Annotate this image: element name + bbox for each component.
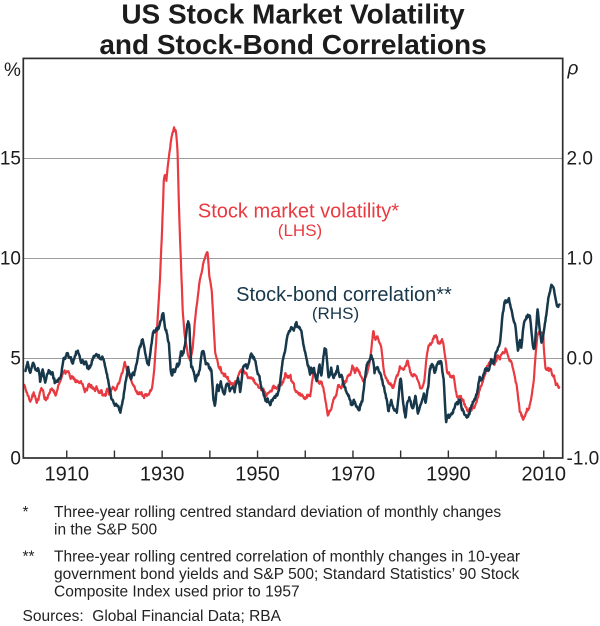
svg-text:2.0: 2.0	[567, 149, 593, 170]
svg-text:(RHS): (RHS)	[312, 304, 359, 323]
svg-text:5: 5	[10, 349, 21, 370]
svg-text:10: 10	[0, 249, 21, 270]
svg-text:-1.0: -1.0	[567, 449, 600, 470]
svg-text:US Stock Market Volatility: US Stock Market Volatility	[121, 0, 465, 30]
svg-text:Sources: Global Financial Dat: Sources: Global Financial Data; RBA	[23, 608, 282, 625]
svg-text:1950: 1950	[235, 464, 280, 486]
svg-text:1.0: 1.0	[567, 249, 593, 270]
svg-text:Stock market volatility*: Stock market volatility*	[198, 201, 399, 223]
svg-text:**: **	[23, 549, 35, 566]
svg-text:0: 0	[10, 449, 21, 470]
svg-text:0.0: 0.0	[567, 349, 593, 370]
svg-text:Stock-bond correlation**: Stock-bond correlation**	[236, 284, 452, 306]
svg-text:and Stock-Bond Correlations: and Stock-Bond Correlations	[99, 29, 486, 60]
svg-text:ρ: ρ	[567, 59, 579, 80]
svg-text:Three-year rolling centred cor: Three-year rolling centred correlation o…	[54, 549, 520, 566]
svg-text:1910: 1910	[45, 464, 90, 486]
svg-text:Composite Index used prior to: Composite Index used prior to 1957	[54, 584, 300, 601]
svg-text:in the S&P 500: in the S&P 500	[54, 522, 158, 539]
svg-text:*: *	[23, 504, 29, 521]
svg-text:(LHS): (LHS)	[278, 221, 322, 240]
svg-text:1990: 1990	[426, 464, 471, 486]
svg-text:15: 15	[0, 149, 21, 170]
svg-text:%: %	[4, 60, 21, 81]
svg-text:1930: 1930	[140, 464, 185, 486]
svg-text:Three-year rolling centred sta: Three-year rolling centred standard devi…	[54, 504, 501, 521]
svg-text:1970: 1970	[331, 464, 376, 486]
svg-text:government bond yields and S&P: government bond yields and S&P 500; Stan…	[54, 566, 520, 583]
svg-text:2010: 2010	[522, 464, 567, 486]
